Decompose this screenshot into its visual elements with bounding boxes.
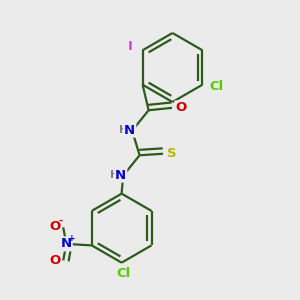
Text: I: I: [128, 40, 133, 53]
Text: -: -: [58, 216, 62, 226]
Text: H: H: [110, 170, 119, 180]
Text: N: N: [115, 169, 126, 182]
Text: H: H: [119, 125, 128, 135]
Text: Cl: Cl: [210, 80, 224, 93]
Text: Cl: Cl: [116, 267, 130, 280]
Text: +: +: [68, 234, 76, 243]
Text: N: N: [124, 124, 135, 136]
Text: O: O: [49, 220, 61, 233]
Text: S: S: [167, 147, 177, 160]
Text: O: O: [49, 254, 61, 267]
Text: N: N: [61, 237, 72, 250]
Text: O: O: [176, 101, 187, 114]
